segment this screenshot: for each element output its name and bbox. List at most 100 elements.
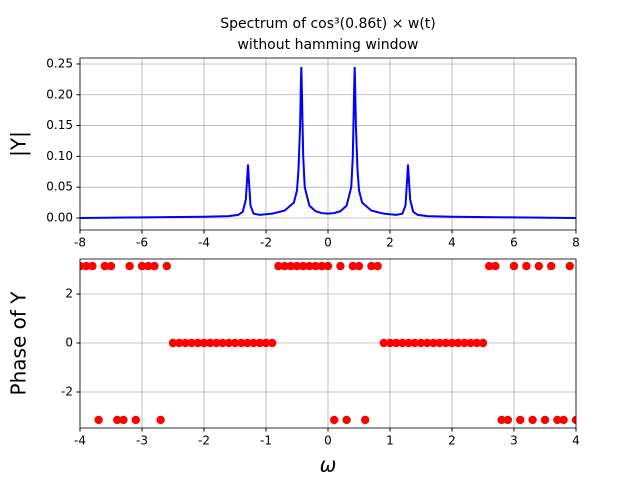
y-tick-label: 0.10 [46, 149, 73, 163]
point [218, 338, 227, 348]
x-tick-label: -8 [74, 236, 86, 250]
point [466, 338, 475, 348]
point [361, 415, 370, 425]
point [131, 415, 140, 425]
point [379, 338, 388, 348]
plot-area [80, 67, 576, 219]
point [528, 415, 537, 425]
point [82, 261, 91, 271]
point [373, 261, 382, 271]
point [516, 415, 525, 425]
point [212, 338, 221, 348]
point [224, 338, 233, 348]
point [311, 261, 320, 271]
point [243, 338, 252, 348]
point [553, 415, 562, 425]
point [162, 261, 171, 271]
point [435, 338, 444, 348]
point [168, 338, 178, 348]
point [286, 261, 295, 271]
subplot: -4 -3 -2 -1 0 1 2 3 4 -2 0 2 Phase of Y ω [7, 258, 580, 477]
point [181, 338, 190, 348]
point [137, 261, 147, 271]
point [274, 261, 283, 271]
point [305, 261, 314, 271]
point [230, 338, 240, 348]
point [336, 261, 345, 271]
point [404, 338, 413, 348]
x-tick-label: -6 [136, 236, 148, 250]
point [423, 338, 432, 348]
y-tick-label: 0.00 [46, 210, 73, 224]
y-tick-label: 0.05 [46, 180, 73, 194]
chart-title: Spectrum of cos³(0.86t) × w(t) [220, 16, 435, 32]
subplot: Spectrum of cos³(0.86t) × w(t) without ha… [7, 16, 580, 250]
point [175, 338, 184, 348]
point [330, 415, 339, 425]
axes-frame [79, 57, 577, 231]
point [398, 338, 407, 348]
point [392, 338, 401, 348]
point [497, 415, 506, 425]
x-tick-label: -4 [198, 236, 210, 250]
point [447, 338, 457, 348]
point [206, 338, 215, 348]
point [522, 261, 531, 271]
axes-frame [79, 258, 577, 429]
y-tick-label: 0.15 [46, 118, 73, 132]
point [94, 415, 103, 425]
point [478, 338, 488, 348]
point [261, 338, 271, 348]
point [292, 261, 302, 271]
plot-area [80, 261, 576, 425]
x-axis-label: ω [320, 453, 337, 477]
x-tick-label: 2 [386, 236, 394, 250]
point [317, 261, 326, 271]
point [540, 415, 550, 425]
point [460, 338, 469, 348]
point [106, 261, 116, 271]
x-tick-label: 2 [448, 434, 456, 448]
x-tick-label: 4 [448, 236, 456, 250]
point [385, 338, 395, 348]
x-tick-label: 6 [510, 236, 518, 250]
point [249, 338, 258, 348]
x-tick-label: 4 [572, 434, 580, 448]
x-tick-label: -3 [136, 434, 148, 448]
point [280, 261, 289, 271]
point [348, 261, 357, 271]
point [268, 338, 277, 348]
point [429, 338, 438, 348]
x-tick-label: -1 [260, 434, 272, 448]
x-tick-label: -2 [260, 236, 272, 250]
point [547, 261, 556, 271]
point [416, 338, 426, 348]
point [237, 338, 246, 348]
line [80, 67, 576, 219]
chart-subtitle: without hamming window [237, 37, 418, 53]
y-axis-label: Phase of Y [7, 291, 31, 396]
y-tick-label: 2 [65, 287, 73, 301]
x-tick-label: -4 [74, 434, 86, 448]
point [255, 338, 264, 348]
point [485, 261, 494, 271]
point [491, 261, 500, 271]
point [113, 415, 122, 425]
point [354, 261, 364, 271]
point [156, 415, 165, 425]
point [534, 261, 543, 271]
point [323, 261, 333, 271]
x-tick-label: 3 [510, 434, 518, 448]
x-tick-label: 8 [572, 236, 580, 250]
point [454, 338, 463, 348]
point [509, 261, 519, 271]
x-tick-label: -2 [198, 434, 210, 448]
y-axis-label: |Y| [7, 131, 31, 157]
point [187, 338, 196, 348]
y-tick-label: -2 [61, 384, 73, 398]
point [193, 338, 202, 348]
x-tick-label: 0 [324, 434, 332, 448]
point [144, 261, 153, 271]
x-tick-label: 1 [386, 434, 394, 448]
